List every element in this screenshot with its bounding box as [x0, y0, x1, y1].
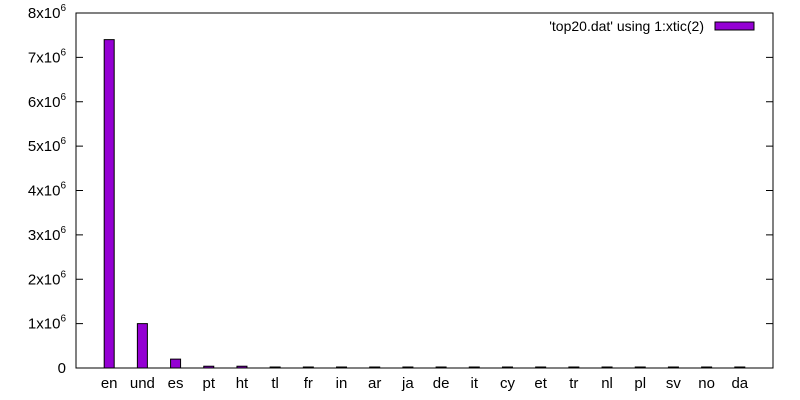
legend: 'top20.dat' using 1:xtic(2): [549, 18, 755, 34]
legend-swatch: [714, 21, 755, 31]
legend-label: 'top20.dat' using 1:xtic(2): [549, 18, 704, 34]
bar-fr: [302, 366, 314, 369]
x-tick-label-tr: tr: [569, 375, 578, 392]
x-tick-label-it: it: [471, 375, 479, 392]
y-tick-label: 0: [58, 360, 66, 377]
plot-frame: [75, 12, 774, 369]
y-tick-label: 5x106: [28, 136, 67, 155]
x-tick-label-pt: pt: [203, 375, 216, 392]
x-axis: en und es pt ht tl fr in ar ja de it cy et tr nl pl sv no d…: [101, 375, 749, 392]
y-tick-label: 8x106: [28, 3, 67, 22]
x-tick-label-et: et: [534, 375, 547, 392]
x-tick-label-sv: sv: [666, 375, 682, 392]
bar-pt: [203, 365, 215, 369]
bar-da: [734, 366, 746, 369]
bar-tr: [568, 366, 580, 369]
bar-ht: [236, 365, 248, 369]
x-tick-label-es: es: [168, 375, 184, 392]
bar-no: [701, 366, 713, 369]
x-tick-label-ht: ht: [236, 375, 249, 392]
bar-pl: [634, 366, 646, 369]
bar-en: [103, 39, 115, 369]
y-tick-label: 6x106: [28, 92, 67, 111]
x-tick-label-in: in: [336, 375, 348, 392]
bar-et: [535, 366, 547, 369]
bar-it: [468, 366, 480, 369]
x-tick-label-und: und: [130, 375, 155, 392]
y-tick-label: 1x106: [28, 314, 67, 333]
x-tick-label-de: de: [433, 375, 450, 392]
bar-de: [435, 366, 447, 369]
x-tick-label-no: no: [698, 375, 715, 392]
x-tick-label-en: en: [101, 375, 118, 392]
bar-cy: [501, 366, 513, 369]
y-tick-label: 2x106: [28, 269, 67, 288]
y-tick-label: 7x106: [28, 47, 67, 66]
bar-series: [103, 39, 746, 369]
y-tick-label: 4x106: [28, 181, 67, 200]
y-axis: 0 1x106 2x106 3x106 4x106 5x106 6x106 7x106 8x10…: [28, 3, 773, 377]
bar-nl: [601, 366, 613, 369]
bar-ja: [402, 366, 414, 369]
x-tick-label-fr: fr: [304, 375, 313, 392]
bar-und: [136, 323, 148, 369]
x-tick-label-ja: ja: [401, 375, 414, 392]
x-tick-label-tl: tl: [271, 375, 279, 392]
bar-in: [336, 366, 348, 369]
bar-tl: [269, 366, 281, 369]
bar-sv: [667, 366, 679, 369]
x-tick-label-da: da: [731, 375, 748, 392]
x-tick-label-ar: ar: [368, 375, 381, 392]
bar-ar: [369, 366, 381, 369]
bar-es: [170, 358, 182, 369]
x-tick-label-cy: cy: [500, 375, 516, 392]
x-tick-label-nl: nl: [601, 375, 613, 392]
y-tick-label: 3x106: [28, 225, 67, 244]
x-tick-label-pl: pl: [634, 375, 646, 392]
